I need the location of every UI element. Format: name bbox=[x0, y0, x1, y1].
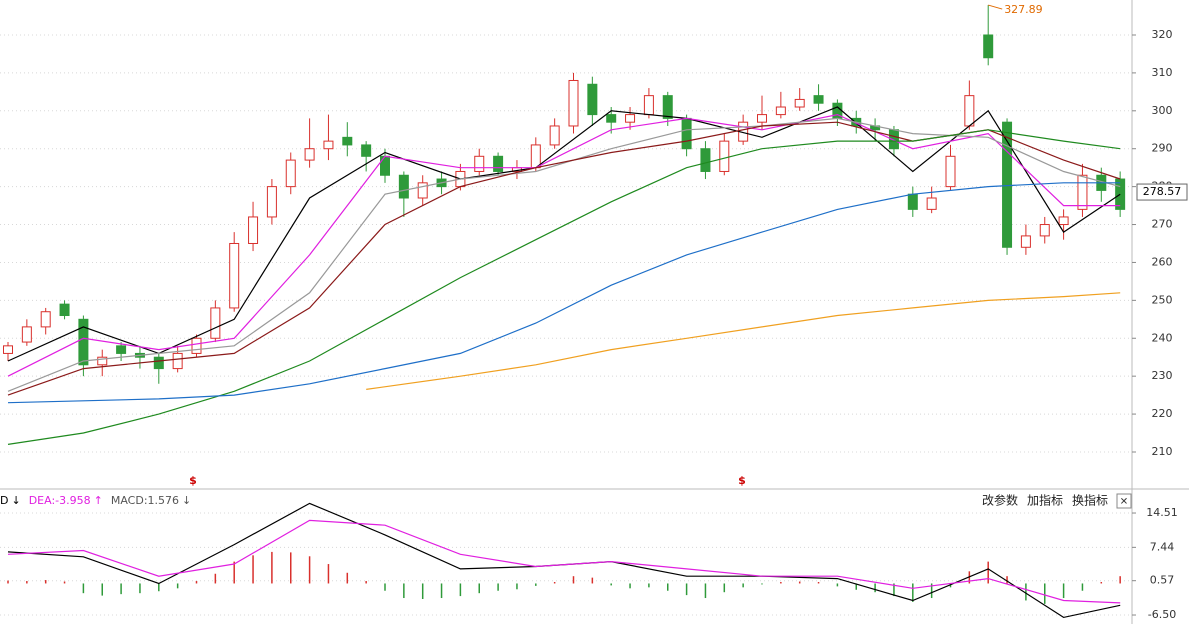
close-box[interactable] bbox=[1116, 493, 1132, 509]
y-tick-label: 7.44 bbox=[1150, 540, 1175, 553]
last-price-label: 278.57 bbox=[1143, 185, 1182, 198]
max-label: 327.89 bbox=[1004, 3, 1042, 16]
y-tick-label: 320 bbox=[1152, 28, 1173, 41]
candle-body bbox=[323, 140, 334, 150]
line bbox=[7, 519, 1121, 604]
candle-body bbox=[983, 34, 994, 59]
candle-body bbox=[1039, 224, 1050, 237]
candle-body bbox=[493, 155, 504, 172]
y-tick-label: 230 bbox=[1152, 369, 1173, 382]
candle-body bbox=[21, 326, 32, 343]
candle-body bbox=[248, 216, 259, 244]
candle-body bbox=[342, 136, 353, 146]
y-tick-label: 240 bbox=[1152, 331, 1173, 344]
event-marker: $ bbox=[738, 474, 746, 487]
max-pointer bbox=[988, 4, 1003, 10]
candle-body bbox=[229, 242, 240, 309]
line bbox=[7, 129, 1121, 445]
candle-body bbox=[191, 337, 202, 354]
candle-body bbox=[964, 95, 975, 127]
y-tick-label: 270 bbox=[1152, 218, 1173, 231]
legend-arrow: ↓ bbox=[182, 494, 191, 507]
legend-label: D bbox=[0, 494, 8, 507]
candle-body bbox=[474, 155, 485, 172]
candle-body bbox=[625, 114, 636, 123]
legend-arrow: ↑ bbox=[94, 494, 103, 507]
candle-body bbox=[813, 95, 824, 104]
candle-body bbox=[549, 125, 560, 146]
y-tick-label: 300 bbox=[1152, 104, 1173, 117]
candle-body bbox=[40, 311, 51, 328]
candle-body bbox=[97, 356, 108, 366]
y-tick-label: 0.57 bbox=[1150, 574, 1175, 587]
candle-body bbox=[398, 174, 409, 199]
candle-body bbox=[172, 352, 183, 370]
button[interactable]: 改参数 bbox=[982, 493, 1018, 508]
last-price-box bbox=[1136, 183, 1188, 201]
candle-body bbox=[662, 95, 673, 119]
close-button[interactable]: ✕ bbox=[1120, 497, 1128, 508]
candle-body bbox=[380, 155, 390, 176]
candle-body bbox=[153, 356, 164, 370]
candle-body bbox=[304, 148, 315, 161]
candle-body bbox=[361, 144, 372, 157]
line bbox=[7, 113, 1121, 377]
candle-body bbox=[266, 186, 277, 218]
candle-body bbox=[1058, 216, 1069, 226]
y-tick-label: 260 bbox=[1152, 255, 1173, 268]
candle-body bbox=[794, 98, 805, 108]
y-tick-label: 220 bbox=[1152, 407, 1173, 420]
candle-body bbox=[681, 117, 692, 150]
candle-body bbox=[417, 182, 428, 199]
candle-body bbox=[1077, 174, 1088, 210]
candle-body bbox=[1002, 121, 1013, 248]
candle-body bbox=[775, 106, 786, 116]
candle-body bbox=[210, 307, 221, 339]
candle-body bbox=[907, 193, 918, 210]
candle-body bbox=[643, 95, 654, 116]
button[interactable]: 换指标 bbox=[1072, 493, 1108, 508]
legend-arrow: ↓ bbox=[11, 494, 20, 507]
y-tick-label: 290 bbox=[1152, 142, 1173, 155]
candle-body bbox=[1020, 235, 1031, 248]
candle-body bbox=[59, 303, 70, 317]
candle-body bbox=[926, 197, 937, 210]
candle-body bbox=[285, 159, 296, 188]
candle-body bbox=[606, 114, 617, 123]
candle-body bbox=[116, 345, 127, 354]
y-tick-label: 14.51 bbox=[1146, 506, 1178, 519]
y-tick-label: -6.50 bbox=[1148, 608, 1176, 621]
legend-label: MACD:1.576 bbox=[111, 494, 179, 507]
button[interactable]: 加指标 bbox=[1027, 493, 1063, 508]
candle-body bbox=[700, 148, 711, 172]
event-marker: $ bbox=[189, 474, 197, 487]
candle-body bbox=[757, 114, 767, 123]
line bbox=[366, 292, 1121, 390]
y-tick-label: 210 bbox=[1152, 445, 1173, 458]
y-tick-label: 310 bbox=[1152, 66, 1173, 79]
candle-body bbox=[587, 83, 598, 116]
candle-body bbox=[945, 155, 956, 188]
candle-body bbox=[3, 345, 13, 354]
candle-body bbox=[719, 140, 730, 172]
line bbox=[7, 182, 1121, 404]
y-tick-label: 250 bbox=[1152, 293, 1173, 306]
candle-body bbox=[78, 318, 89, 366]
candle-body bbox=[568, 79, 579, 127]
legend-label: DEA:-3.958 bbox=[29, 494, 91, 507]
candle-body bbox=[530, 144, 541, 169]
